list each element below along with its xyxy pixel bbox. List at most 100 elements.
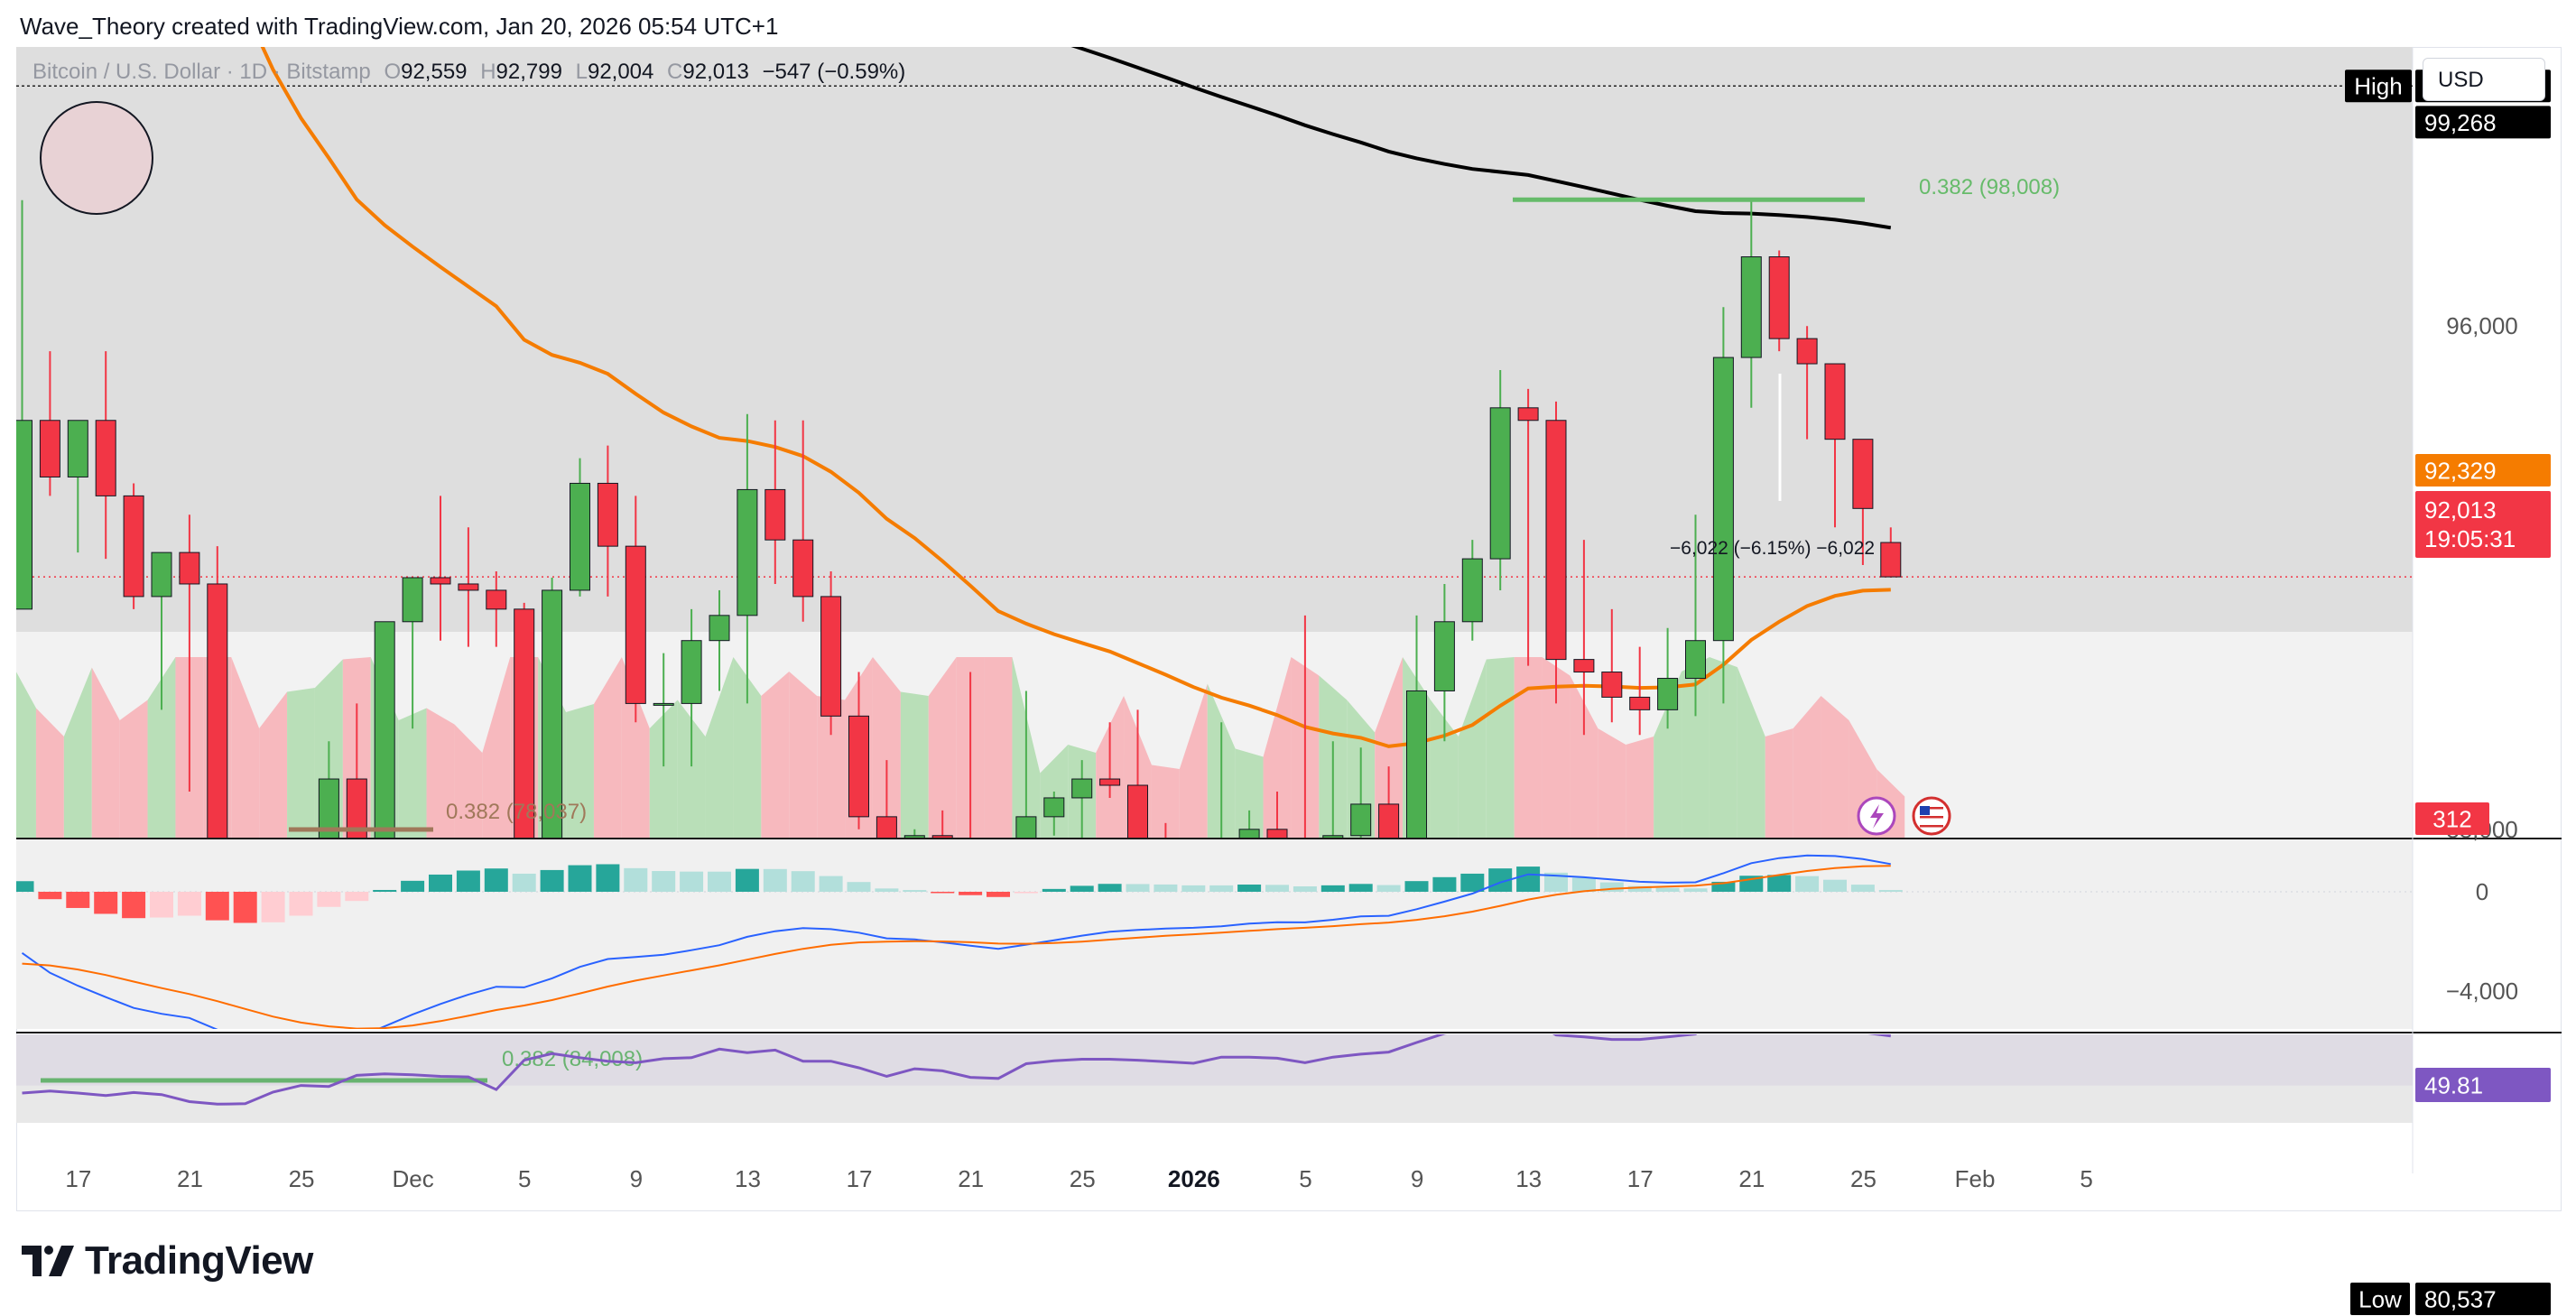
candle-body[interactable] [95, 420, 116, 496]
candle-body[interactable] [1545, 420, 1567, 661]
candle-body[interactable] [931, 835, 953, 918]
candle-body[interactable] [1043, 797, 1065, 818]
macd-histogram-bar [66, 892, 90, 908]
x-axis-tick-label: 25 [289, 1165, 315, 1192]
x-axis-tick-label: 25 [1850, 1165, 1876, 1192]
candle-body[interactable] [876, 816, 897, 923]
candle-body[interactable] [458, 583, 479, 591]
candle-body[interactable] [1461, 558, 1483, 623]
candle-body[interactable] [430, 577, 451, 585]
close-label: C [667, 60, 683, 84]
macd-histogram-bar [1042, 888, 1066, 892]
candle-body[interactable] [1629, 696, 1651, 710]
x-axis-tick-label: 21 [177, 1165, 203, 1192]
candle-body[interactable] [1796, 338, 1818, 365]
candle-body[interactable] [1573, 659, 1595, 673]
macd-line[interactable] [21, 854, 1891, 1047]
x-axis-tick-label: 5 [518, 1165, 531, 1192]
volume-area-segment [1709, 657, 1737, 838]
macd-axis-tick-label: 0 [2476, 878, 2488, 905]
candle-body[interactable] [764, 488, 786, 541]
macd-histogram-bar [959, 892, 983, 895]
candle-body[interactable] [1740, 256, 1762, 358]
candle-body[interactable] [123, 495, 144, 598]
candle-body[interactable] [179, 551, 200, 585]
candle-body[interactable] [346, 778, 367, 842]
rsi-line[interactable] [22, 1006, 1891, 1106]
flag-canton [1920, 806, 1930, 815]
candle-body[interactable] [1517, 407, 1539, 422]
macd-signal-line[interactable] [22, 865, 1891, 1029]
macd-histogram-bar [1348, 884, 1373, 892]
candle-body[interactable] [542, 589, 563, 861]
macd-histogram-bar [484, 868, 508, 892]
candle-body[interactable] [1071, 778, 1093, 799]
x-axis-tick-label: Dec [393, 1165, 434, 1192]
candle-body[interactable] [1768, 256, 1790, 339]
candle-body[interactable] [681, 640, 702, 704]
candle-body[interactable] [1015, 816, 1037, 1006]
volume-area-segment [1235, 748, 1264, 838]
candle-body[interactable] [1657, 678, 1679, 710]
candle-body[interactable] [792, 539, 814, 598]
macd-histogram-bar [1599, 882, 1624, 892]
candle-body[interactable] [597, 482, 618, 547]
macd-histogram-bar [401, 880, 425, 892]
volume-area-segment [482, 657, 511, 838]
candle-body[interactable] [1238, 829, 1260, 861]
candle-body[interactable] [737, 488, 758, 616]
low-tag-value: 80,537 [2424, 1285, 2497, 1312]
candle-body[interactable] [1406, 690, 1427, 879]
volume-area-segment [119, 700, 148, 838]
ema-fast-line[interactable] [23, 0, 1891, 748]
macd-histogram-bar [1014, 892, 1038, 894]
tradingview-logo[interactable]: TradingView [22, 1238, 313, 1284]
macd-histogram-bar [652, 871, 676, 892]
volume-area-segment [1793, 696, 1821, 838]
candle-body[interactable] [1685, 640, 1706, 680]
event-icons[interactable] [1857, 796, 1951, 836]
candle-body[interactable] [625, 545, 646, 704]
low-tag-value-bg [2415, 1282, 2551, 1315]
candle-body[interactable] [151, 551, 172, 598]
macd-histogram-bar [931, 892, 955, 894]
candle-body[interactable] [709, 615, 730, 642]
ema-slow-line[interactable] [23, 0, 1892, 230]
fib-level-label: 0.382 (98,008) [1919, 175, 2060, 199]
candle-body[interactable] [1433, 621, 1455, 691]
candle-body[interactable] [318, 778, 339, 867]
candle-body[interactable] [1489, 407, 1511, 560]
volume-tag: 312 [2432, 805, 2471, 832]
macd-histogram-bar [1627, 885, 1652, 892]
circle-drawing[interactable] [40, 101, 153, 215]
candle-body[interactable] [402, 577, 423, 623]
candle-body[interactable] [848, 715, 869, 818]
candle-body[interactable] [1350, 803, 1372, 837]
candle-body[interactable] [1378, 803, 1400, 880]
candle-body[interactable] [67, 420, 88, 477]
candle-body[interactable] [1099, 778, 1121, 786]
symbol-description[interactable]: Bitcoin / U.S. Dollar · 1D · Bitstamp [32, 60, 371, 84]
candle-body[interactable] [13, 420, 32, 610]
candle-body[interactable] [1601, 672, 1623, 698]
candle-body[interactable] [1712, 357, 1734, 642]
candle-body[interactable] [1322, 835, 1344, 912]
candle-body[interactable] [903, 835, 925, 924]
candle-body[interactable] [374, 621, 395, 842]
candle-body[interactable] [820, 596, 842, 717]
candle-body[interactable] [486, 589, 507, 610]
candle-body[interactable] [653, 702, 674, 706]
volume-area-segment [1626, 737, 1654, 838]
macd-histogram-bar [429, 874, 452, 892]
currency-selector[interactable]: USD [2423, 58, 2545, 101]
candle-body[interactable] [514, 608, 535, 861]
candle-body[interactable] [1127, 784, 1148, 842]
candle-body[interactable] [1824, 363, 1846, 440]
candle-body[interactable] [1852, 439, 1874, 509]
candle-body[interactable] [39, 420, 60, 477]
candle-body[interactable] [1266, 829, 1288, 861]
candle-body[interactable] [570, 482, 590, 591]
candle-body[interactable] [207, 583, 228, 899]
candle-body[interactable] [1880, 542, 1902, 578]
